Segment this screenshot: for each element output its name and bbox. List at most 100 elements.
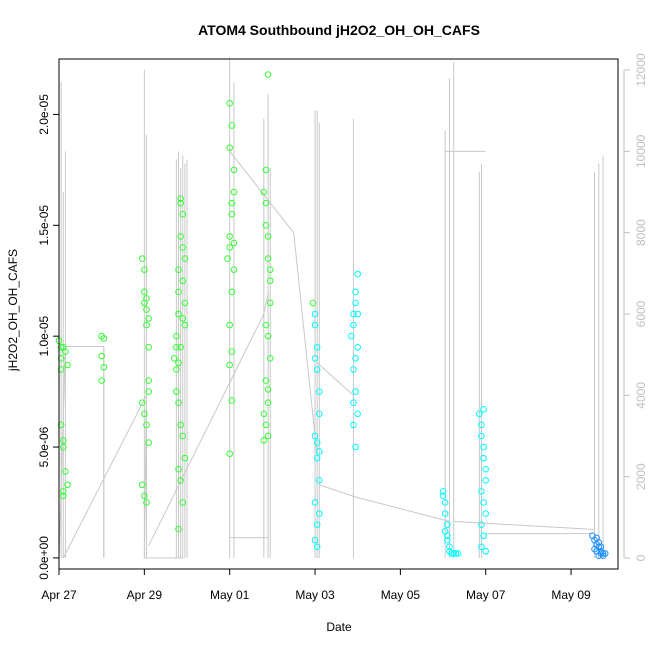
data-point [226,450,233,457]
data-point [352,355,359,362]
data-point [352,288,359,296]
x-tick-label: May 07 [466,588,506,602]
x-tick-label: Apr 27 [41,588,77,602]
data-point [57,343,65,351]
y2-tick-label: 2000 [634,463,648,490]
data-point [181,255,189,262]
data-point [480,454,487,462]
data-point [141,266,148,273]
data-point [315,477,323,484]
data-point [444,536,451,544]
data-point [260,437,268,444]
data-point [454,550,462,557]
x-axis-label: Date [326,620,352,634]
data-point [482,477,490,484]
data-point [100,363,108,371]
data-point [230,188,238,196]
data-point [350,366,357,373]
data-point [226,321,233,329]
data-point [262,421,270,429]
data-point [230,239,238,247]
altitude-transit [319,484,356,498]
chart-title: ATOM4 Southbound jH2O2_OH_OH_CAFS [198,22,480,38]
altitude-transit [148,293,269,547]
y2-tick-label: 6000 [634,300,648,327]
data-point [179,315,187,322]
data-point [138,399,146,406]
data-point [181,454,189,462]
data-point [350,399,357,406]
data-point [264,332,272,340]
data-point [226,244,233,251]
data-point [260,188,268,196]
data-point [145,388,152,395]
data-point [315,510,323,517]
data-point [595,552,603,559]
y-tick-label: 5.0e-06 [37,426,51,467]
data-point [478,488,485,495]
data-point [173,332,180,340]
data-point [446,543,453,551]
data-point [264,255,272,262]
y2-tick-label: 12000 [634,53,648,87]
data-point [138,255,146,262]
data-point [260,410,268,418]
data-point [313,543,321,551]
data-point [311,536,319,544]
data-point [480,532,487,540]
data-point [315,448,323,455]
y2-tick-label: 10000 [634,134,648,168]
data-point [59,492,67,500]
x-tick-label: May 05 [381,588,421,602]
data-point [228,348,236,355]
data-point [179,499,187,506]
y2-tick-label: 8000 [634,219,648,246]
data-point [599,552,607,559]
data-point [354,410,362,418]
data-point [266,355,274,362]
data-point [352,443,359,451]
data-point [315,410,323,418]
data-point [179,277,187,285]
data-point [601,550,609,557]
plot-frame [58,58,619,570]
data-point [228,210,236,218]
altitude-transit [229,151,318,457]
data-point [262,166,270,174]
data-point [311,355,319,362]
data-point [266,266,274,273]
data-point [141,492,148,500]
data-point [224,255,231,262]
data-point [262,222,270,229]
data-point [179,244,187,251]
altitude-transit [453,520,595,531]
data-point [441,528,449,535]
data-point [145,343,152,351]
data-point [262,321,270,329]
data-point [175,525,182,533]
data-point [177,233,184,240]
data-point [311,499,319,506]
data-point [439,492,447,500]
data-point [264,432,272,440]
data-point [313,454,321,462]
y-tick-label: 2.0e-05 [37,94,51,135]
x-tick-label: May 01 [210,588,250,602]
data-point [145,439,152,446]
data-point [480,443,487,451]
data-point [177,195,184,202]
data-point [59,488,67,495]
data-point [228,199,236,207]
data-point [482,465,490,473]
data-point [181,321,189,329]
data-point [57,366,65,373]
data-point [143,499,150,506]
data-point [175,399,182,406]
x-tick-label: May 09 [551,588,591,602]
data-point [441,499,449,506]
data-point [591,545,598,553]
data-point [59,437,67,444]
y-axis-label: jH2O2_OH_OH_CAFS [6,249,20,372]
altitude-transit [58,346,105,559]
